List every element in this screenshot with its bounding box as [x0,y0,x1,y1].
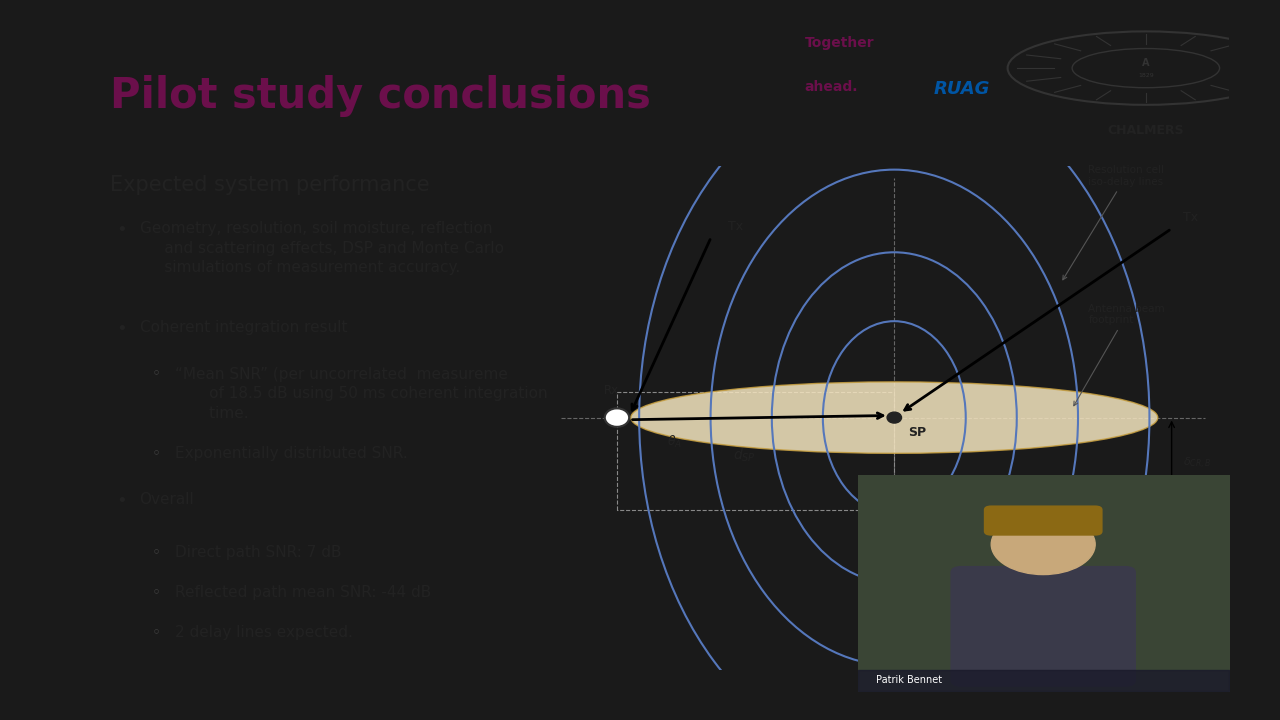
Text: Exponentially distributed SNR.: Exponentially distributed SNR. [175,446,407,461]
Text: $d_{SP}$: $d_{SP}$ [733,447,756,464]
Text: ◦: ◦ [151,546,160,560]
Text: Expected system performance: Expected system performance [110,174,430,194]
Text: “Mean SNR” (per uncorrelated  measureme
       of 18.5 dB using 50 ms coherent i: “Mean SNR” (per uncorrelated measureme o… [175,366,548,421]
Text: $\theta_A$: $\theta_A$ [667,434,682,451]
Text: Patrik Bennet: Patrik Bennet [876,675,942,685]
Ellipse shape [631,382,1158,454]
Circle shape [604,408,630,427]
Text: Antenna beam
footprint: Antenna beam footprint [1074,304,1165,406]
Text: ahead.: ahead. [805,81,859,94]
Text: •: • [116,320,127,338]
Text: Rx: Rx [604,384,620,397]
FancyBboxPatch shape [984,505,1102,536]
Text: 2 delay lines expected.: 2 delay lines expected. [175,625,353,640]
Text: SP: SP [909,426,927,439]
Text: •: • [116,492,127,510]
FancyBboxPatch shape [950,566,1137,687]
Text: ◦: ◦ [151,585,160,600]
Text: $\delta_{GR,B}$: $\delta_{GR,B}$ [908,560,937,575]
Text: A: A [1142,58,1149,68]
Text: CHALMERS: CHALMERS [1107,124,1184,137]
Circle shape [887,412,901,423]
Text: Pilot study conclusions: Pilot study conclusions [110,75,652,117]
Text: Tx: Tx [1183,212,1198,225]
Text: •: • [116,221,127,239]
Text: $\delta_{CR,B}$: $\delta_{CR,B}$ [1183,456,1211,472]
Text: Overall: Overall [140,492,195,508]
Text: Resolution cell
iso-delay lines: Resolution cell iso-delay lines [1062,165,1165,280]
Text: ◦: ◦ [151,625,160,640]
Text: Direct path SNR: 7 dB: Direct path SNR: 7 dB [175,546,342,560]
Text: Geometry, resolution, soil moisture, reflection
     and scattering effects, DSP: Geometry, resolution, soil moisture, ref… [140,221,503,276]
Text: Coherent integration result: Coherent integration result [140,320,347,336]
Text: RUAG: RUAG [934,81,991,99]
Text: Together: Together [805,36,874,50]
Text: ◦: ◦ [151,366,160,382]
Text: 1829: 1829 [1138,73,1153,78]
Circle shape [991,514,1096,575]
Text: Reflected path mean SNR: -44 dB: Reflected path mean SNR: -44 dB [175,585,431,600]
Text: ◦: ◦ [151,446,160,461]
Text: Tx: Tx [728,220,742,233]
